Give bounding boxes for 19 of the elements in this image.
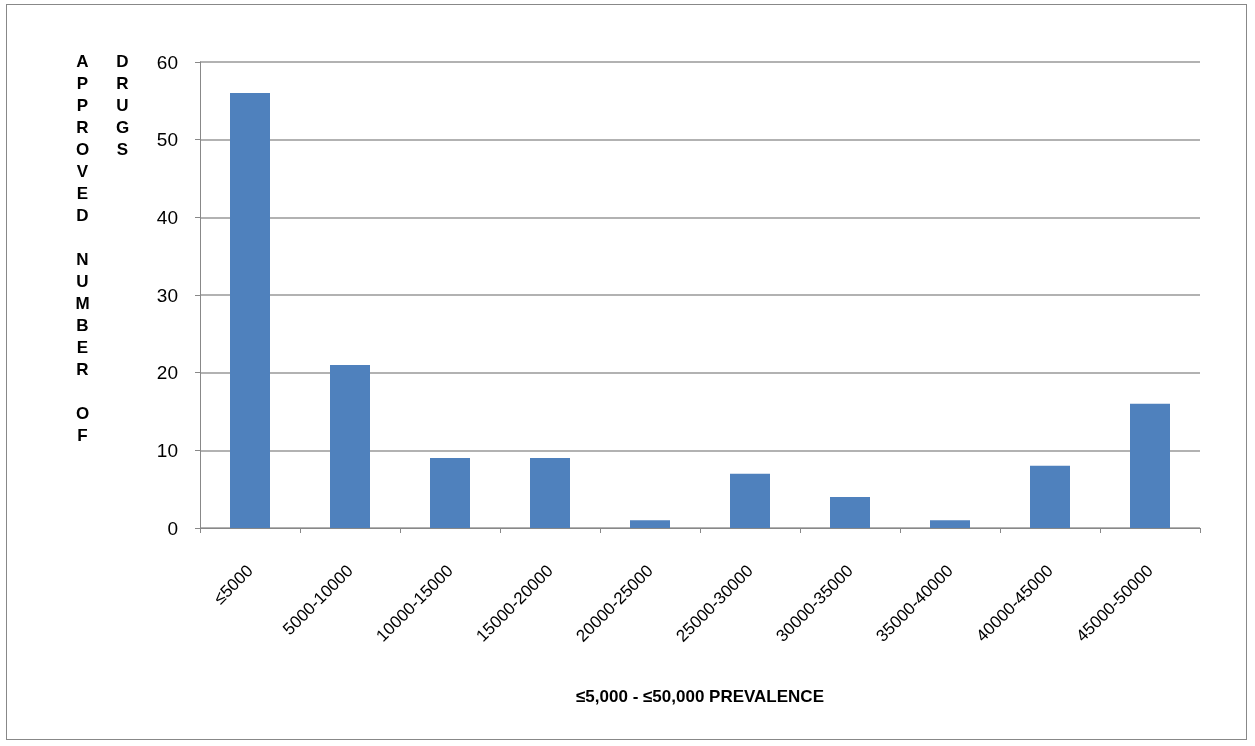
bar: [530, 458, 570, 528]
bar: [1130, 403, 1170, 528]
y-tick-label: 10: [156, 439, 178, 461]
y-tick-label: 30: [156, 284, 178, 306]
y-tick-label: 20: [156, 362, 178, 384]
bar: [630, 520, 670, 528]
bar: [930, 520, 970, 528]
bar: [330, 364, 370, 528]
bar: [1030, 465, 1070, 528]
bar: [830, 496, 870, 528]
bar: [730, 473, 770, 528]
bar: [230, 93, 270, 528]
x-axis-title: ≤5,000 - ≤50,000 PREVALENCE: [576, 687, 824, 706]
text: APPROVED NUMBER OF DRUGS: [73, 52, 132, 448]
y-tick-label: 60: [156, 51, 178, 73]
y-tick-label: 50: [156, 129, 178, 151]
y-tick-label: 40: [156, 206, 178, 228]
bar: [430, 458, 470, 528]
y-tick-label: 0: [167, 517, 178, 539]
